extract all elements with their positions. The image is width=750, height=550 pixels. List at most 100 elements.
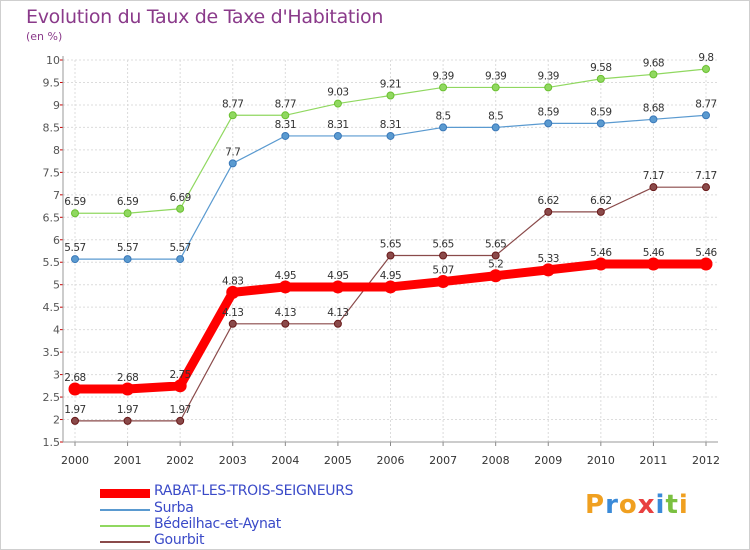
data-point — [594, 257, 608, 271]
data-label: 9.21 — [380, 79, 401, 91]
data-point — [436, 275, 450, 289]
data-point — [489, 269, 503, 283]
data-point — [386, 91, 395, 100]
data-label: 5.46 — [695, 247, 717, 259]
data-label: 5.46 — [590, 247, 612, 259]
data-label: 5.57 — [169, 242, 190, 254]
data-point — [384, 280, 397, 294]
data-label: 6.62 — [590, 195, 611, 207]
x-tick-label: 2001 — [114, 454, 142, 467]
y-tick-label: 7.5 — [43, 166, 61, 179]
legend-label: Gourbit — [154, 532, 205, 548]
data-label: 8.77 — [222, 98, 243, 110]
legend-label: Surba — [154, 500, 194, 516]
data-point — [331, 280, 345, 294]
logo-letter: t — [665, 490, 679, 520]
y-tick-label: 2 — [53, 414, 60, 427]
data-label: 8.59 — [590, 106, 611, 118]
data-label: 9.8 — [698, 52, 713, 64]
data-point — [71, 255, 79, 264]
data-label: 9.39 — [432, 70, 453, 82]
data-label: 6.69 — [169, 192, 190, 204]
data-point — [699, 257, 713, 271]
data-label: 4.13 — [275, 307, 296, 319]
data-point — [386, 131, 395, 140]
data-point — [176, 255, 185, 264]
data-label: 7.17 — [643, 170, 664, 182]
data-label: 8.31 — [275, 119, 296, 131]
data-label: 4.13 — [222, 307, 243, 319]
data-point — [281, 131, 290, 140]
data-label: 8.31 — [380, 119, 401, 131]
data-label: 5.65 — [380, 238, 401, 250]
x-tick-label: 2004 — [271, 454, 299, 467]
data-point — [541, 263, 555, 277]
data-label: 9.68 — [643, 57, 664, 69]
data-label: 7.17 — [695, 170, 716, 182]
chart-unit-label: (en %) — [26, 30, 63, 43]
data-label: 6.59 — [117, 196, 138, 208]
data-point — [702, 64, 710, 73]
y-tick-label: 8.5 — [43, 121, 61, 134]
data-label: 9.58 — [590, 62, 611, 74]
legend-label: RABAT-LES-TROIS-SEIGNEURS — [154, 483, 354, 499]
data-point — [71, 209, 79, 218]
y-tick-label: 5.5 — [43, 256, 61, 269]
legend-swatch — [100, 489, 150, 498]
data-label: 6.59 — [64, 196, 85, 208]
logo-letter: x — [637, 490, 656, 520]
data-point — [491, 83, 500, 92]
data-label: 2.75 — [169, 369, 190, 381]
data-label: 5.65 — [432, 238, 453, 250]
data-point — [333, 131, 342, 140]
data-label: 4.95 — [327, 270, 348, 282]
logo-letter: r — [605, 490, 619, 520]
data-point — [649, 70, 658, 79]
data-point — [281, 111, 290, 120]
data-point — [228, 111, 237, 120]
data-label: 8.77 — [695, 98, 716, 110]
y-tick-label: 6.5 — [43, 211, 61, 224]
data-label: 9.39 — [485, 70, 506, 82]
legend-swatch — [100, 509, 150, 511]
data-point — [123, 416, 132, 425]
data-label: 7.7 — [225, 146, 240, 158]
data-label: 4.95 — [380, 270, 401, 282]
data-point — [491, 123, 500, 132]
y-tick-label: 2.5 — [43, 391, 61, 404]
x-tick-label: 2000 — [61, 454, 89, 467]
data-label: 4.13 — [327, 307, 348, 319]
data-point — [646, 257, 660, 271]
data-point — [544, 119, 553, 128]
x-tick-label: 2003 — [219, 454, 247, 467]
data-label: 8.68 — [643, 102, 664, 114]
data-label: 4.95 — [275, 270, 296, 282]
logo-letter: o — [618, 490, 638, 520]
data-point — [173, 379, 187, 393]
legend-swatch — [100, 541, 150, 543]
data-label: 4.83 — [222, 275, 243, 287]
data-label: 6.62 — [538, 195, 559, 207]
data-point — [596, 207, 605, 216]
x-tick-label: 2005 — [324, 454, 352, 467]
data-point — [702, 111, 710, 120]
x-tick-label: 2008 — [482, 454, 510, 467]
data-point — [281, 319, 290, 328]
logo-letter: i — [655, 490, 666, 520]
data-point — [123, 255, 132, 264]
data-label: 5.33 — [538, 253, 559, 265]
data-point — [544, 207, 553, 216]
data-point — [596, 74, 605, 83]
y-tick-label: 9.5 — [43, 76, 61, 89]
data-point — [333, 99, 342, 108]
proxiti-logo: Proxiti — [585, 490, 689, 520]
data-point — [123, 209, 132, 218]
data-point — [278, 280, 292, 294]
data-point — [121, 382, 135, 396]
data-point — [176, 416, 185, 425]
data-label: 2.68 — [117, 372, 138, 384]
data-point — [333, 319, 342, 328]
y-tick-label: 10 — [46, 54, 60, 67]
data-label: 1.97 — [169, 404, 190, 416]
